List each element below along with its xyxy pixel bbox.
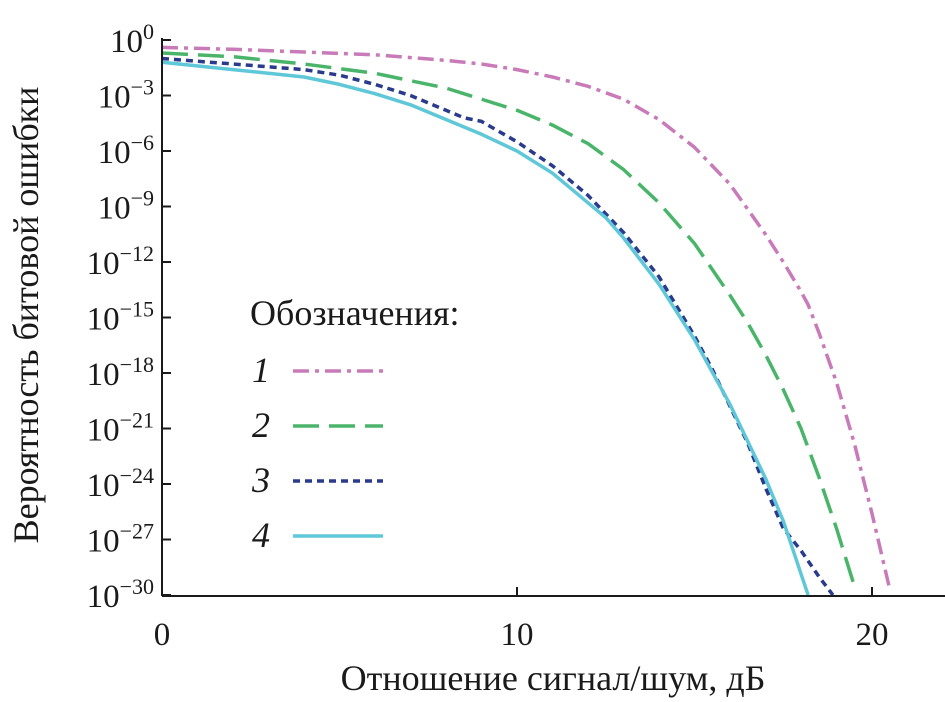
y-tick-base: 10 [110,24,143,60]
y-tick-label: 100 [110,19,154,60]
legend-label-1: 1 [252,350,270,390]
legend-label-2: 2 [252,405,270,445]
y-tick-label: 10−3 [98,75,154,116]
y-tick-label: 10−24 [87,463,154,504]
series-lines [161,45,892,597]
y-tick-base: 10 [98,191,131,227]
y-tick-label: 10−21 [87,408,154,449]
y-tick-exponent: −30 [120,574,154,599]
y-tick-exponent: −18 [120,352,154,377]
y-tick-base: 10 [87,468,120,504]
y-tick-label: 10−15 [87,297,154,338]
legend-label-3: 3 [251,460,270,500]
y-axis-ticks: 10010−310−610−910−1210−1510−1810−2110−24… [87,19,171,615]
legend-label-4: 4 [252,515,270,555]
x-tick-label: 10 [501,617,534,653]
y-tick-label: 10−27 [87,519,154,560]
y-tick-base: 10 [87,246,120,282]
y-tick-base: 10 [98,80,131,116]
y-tick-base: 10 [98,135,131,171]
y-tick-exponent: −6 [131,130,154,155]
y-axis-title: Вероятность битовой ошибки [6,87,46,544]
y-tick-label: 10−9 [98,186,154,227]
y-tick-label: 10−6 [98,130,154,171]
y-tick-exponent: −3 [131,75,154,100]
x-axis-title: Отношение сигнал/шум, дБ [341,658,766,698]
y-tick-exponent: −15 [120,297,154,322]
legend-title: Обозначения: [250,293,460,333]
legend: Обозначения: 1 2 3 4 [250,293,460,555]
y-tick-exponent: −21 [120,408,154,433]
y-tick-label: 10−12 [87,241,154,282]
series-line-3 [161,56,835,597]
series-line-4 [161,60,810,596]
series-line-2 [161,51,856,587]
x-axis-ticks: 0 10 20 [154,587,889,653]
y-tick-base: 10 [87,413,120,449]
y-tick-base: 10 [87,357,120,393]
y-tick-base: 10 [87,579,120,615]
y-tick-base: 10 [87,302,120,338]
y-tick-exponent: 0 [143,19,154,44]
y-tick-exponent: −24 [120,463,154,488]
y-tick-exponent: −9 [131,186,154,211]
series-line-1 [161,45,892,590]
x-tick-label: 0 [154,617,171,653]
y-tick-exponent: −27 [120,519,154,544]
y-tick-label: 10−18 [87,352,154,393]
y-tick-label: 10−30 [87,574,154,615]
x-tick-label: 20 [856,617,889,653]
y-tick-exponent: −12 [120,241,154,266]
y-tick-base: 10 [87,524,120,560]
